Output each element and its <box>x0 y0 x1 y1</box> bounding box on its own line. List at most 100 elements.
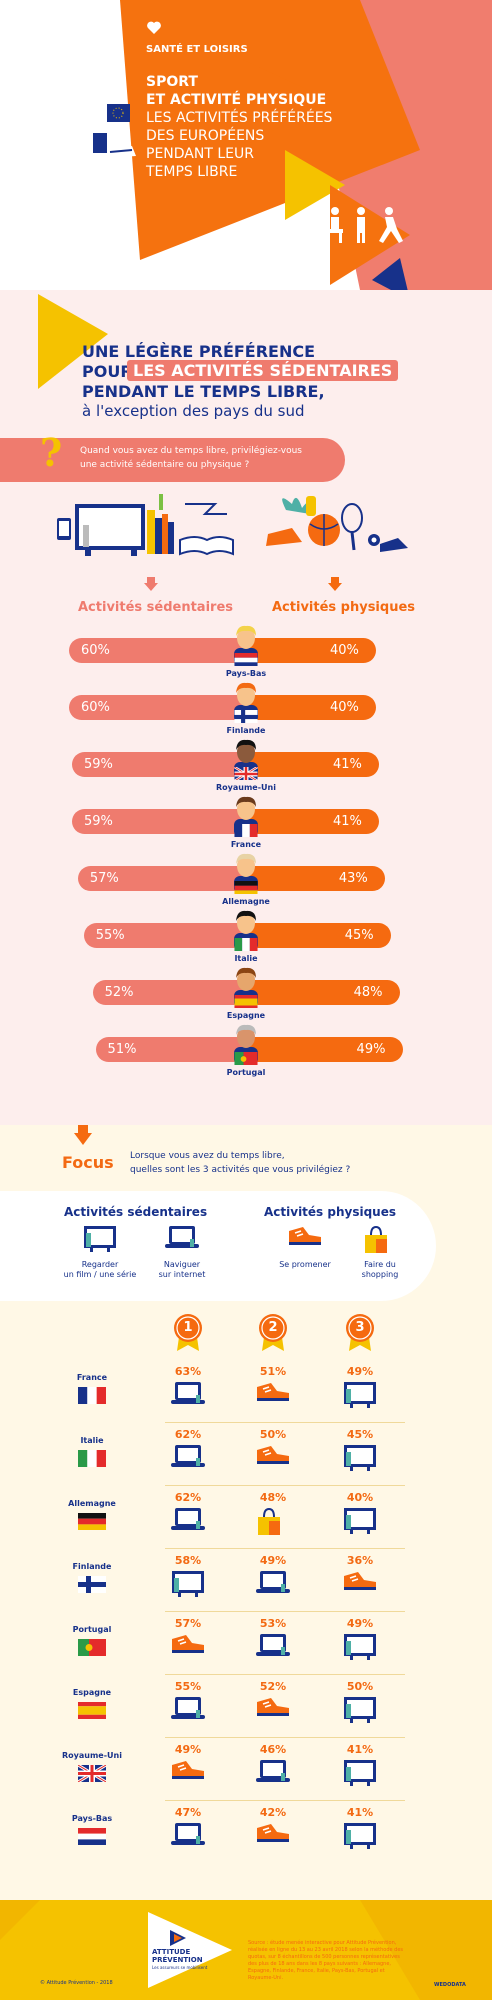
value-label-sedentary: 59% <box>83 814 113 829</box>
rank-percentage: 49% <box>259 1554 287 1567</box>
rank-percentage: 45% <box>346 1428 374 1441</box>
value-label-physical: 45% <box>344 928 374 943</box>
country-label: Italie <box>80 1436 104 1445</box>
tv-icon <box>342 1507 378 1539</box>
rank-percentage: 62% <box>174 1428 202 1441</box>
country-flag-icon <box>78 1765 106 1782</box>
row-divider <box>165 1548 405 1549</box>
country-flag-icon <box>78 1702 106 1719</box>
focus-arrow-icon <box>74 1125 92 1149</box>
value-label-sedentary: 55% <box>95 928 125 943</box>
tv-icon <box>342 1759 378 1791</box>
physical-illustration <box>262 490 412 560</box>
laptop-icon <box>255 1570 291 1600</box>
bar-sedentary <box>95 1037 246 1062</box>
tv-icon <box>342 1381 378 1413</box>
section-sedentary-vs-physical: UNE LÉGÈRE PRÉFÉRENCE POUR LES ACTIVITÉS… <box>0 290 492 1125</box>
laptop-icon <box>255 1633 291 1663</box>
label-physical: Activités physiques <box>272 600 416 615</box>
country-flag-icon <box>234 880 258 894</box>
laptop-icon <box>170 1507 206 1537</box>
headline-line3: PENDANT LE TEMPS LIBRE, <box>82 382 325 401</box>
laptop-icon <box>170 1822 206 1852</box>
laptop-icon <box>255 1759 291 1789</box>
bar-sedentary <box>77 866 246 891</box>
header-subtitle-line3: PENDANT LEUR <box>146 146 254 162</box>
rank-percentage: 51% <box>259 1365 287 1378</box>
country-flag-icon <box>78 1639 106 1656</box>
rank-percentage: 53% <box>259 1617 287 1630</box>
headline-highlight: LES ACTIVITÉS SÉDENTAIRES <box>127 360 399 381</box>
yellow-triangle-decoration <box>38 294 108 389</box>
row-divider <box>165 1485 405 1486</box>
rank-percentage: 63% <box>174 1365 202 1378</box>
laptop-icon <box>170 1696 206 1726</box>
focus-legend-panel <box>0 1191 436 1301</box>
arrow-down-sedentary-icon <box>144 576 158 595</box>
value-label-physical: 43% <box>338 871 368 886</box>
country-label: Portugal <box>226 1068 266 1077</box>
tv-icon <box>342 1696 378 1728</box>
rank-number: 2 <box>268 1320 278 1335</box>
country-label: Finlande <box>226 726 266 735</box>
footer-copyright: © Attitude Prévention - 2018 <box>40 1980 113 1986</box>
section-focus: Focus Lorsque vous avez du temps libre, … <box>0 1125 492 1900</box>
footer: © Attitude Prévention - 2018 ATTITUDE PR… <box>0 1900 492 2000</box>
legend-label-line1: Regarder <box>81 1260 119 1269</box>
focus-question-line2: quelles sont les 3 activités que vous pr… <box>130 1165 351 1175</box>
rank-percentage: 57% <box>174 1617 202 1630</box>
country-flag-icon <box>234 652 258 666</box>
value-label-physical: 41% <box>332 814 362 829</box>
bar-physical <box>246 980 400 1005</box>
country-flag-icon <box>234 709 258 723</box>
shoe-icon <box>255 1444 291 1470</box>
rank-percentage: 50% <box>346 1680 374 1693</box>
country-flag-icon <box>234 994 258 1008</box>
shoe-icon <box>255 1381 291 1407</box>
value-label-sedentary: 59% <box>83 757 113 772</box>
rank-percentage: 49% <box>174 1743 202 1756</box>
shoe-icon <box>342 1570 378 1596</box>
bar-sedentary <box>69 638 246 663</box>
logo-tagline: Les assureurs se mobilisent <box>152 1965 208 1970</box>
row-divider <box>165 1422 405 1423</box>
logo-line2: PRÉVENTION <box>152 1956 203 1964</box>
question-line2: une activité sédentaire ou physique ? <box>80 460 250 470</box>
legend-label-line1: Faire du <box>364 1260 396 1269</box>
country-label: Finlande <box>72 1562 112 1571</box>
value-label-physical: 41% <box>332 757 362 772</box>
country-flag-icon <box>78 1450 106 1467</box>
value-label-physical: 48% <box>353 985 383 1000</box>
row-divider <box>165 1800 405 1801</box>
bar-sedentary <box>71 752 246 777</box>
question-line1: Quand vous avez du temps libre, privilég… <box>80 446 302 456</box>
value-label-sedentary: 51% <box>107 1042 137 1057</box>
legend-label-line1: Naviguer <box>163 1260 201 1269</box>
country-label: Pays-Bas <box>225 669 267 678</box>
rank-number: 3 <box>355 1320 365 1335</box>
country-flag-icon <box>234 937 258 951</box>
country-label: Allemagne <box>68 1499 116 1508</box>
header-subtitle-line2: DES EUROPÉENS <box>146 128 265 144</box>
headline-line1: UNE LÉGÈRE PRÉFÉRENCE <box>82 342 316 361</box>
rank-percentage: 55% <box>174 1680 202 1693</box>
country-label: Allemagne <box>222 897 270 906</box>
country-label: Royaume-Uni <box>62 1751 122 1760</box>
shopping-bag-icon <box>255 1507 283 1541</box>
logo-line1: ATTITUDE <box>152 1948 191 1956</box>
row-divider <box>165 1737 405 1738</box>
rank-medal-icon <box>258 1313 288 1351</box>
value-label-physical: 40% <box>330 643 359 658</box>
bar-sedentary <box>83 923 246 948</box>
rank-percentage: 47% <box>174 1806 202 1819</box>
row-divider <box>165 1674 405 1675</box>
attitude-prevention-logo <box>140 1908 236 1992</box>
tv-icon <box>342 1444 378 1476</box>
header-category: SANTÉ ET LOISIRS <box>146 44 248 55</box>
bar-physical <box>246 752 379 777</box>
rank-percentage: 52% <box>259 1680 287 1693</box>
tv-icon <box>170 1570 206 1602</box>
country-label: Italie <box>234 954 258 963</box>
country-flag-icon <box>234 823 258 837</box>
country-label: Espagne <box>72 1688 112 1697</box>
